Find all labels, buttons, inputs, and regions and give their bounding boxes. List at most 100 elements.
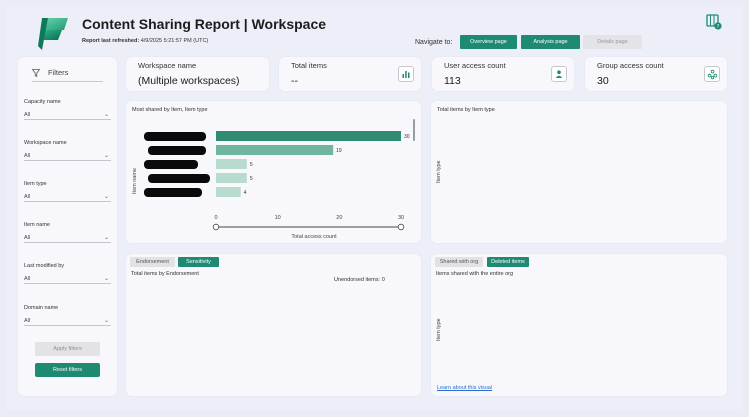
item-name-dropdown-value: All xyxy=(24,234,31,241)
item-name-filter-label: Item name xyxy=(24,222,50,228)
bar[interactable] xyxy=(216,187,241,197)
range-slider-left-handle[interactable] xyxy=(212,223,220,231)
items-by-type-card: Total items by Item type Item type xyxy=(431,101,727,243)
last-modified-filter: Last modified by All ⌄ xyxy=(24,263,111,284)
workspace-dropdown[interactable]: All ⌄ xyxy=(24,151,111,161)
chevron-down-icon: ⌄ xyxy=(103,235,109,241)
tab-endorsement[interactable]: Endorsement xyxy=(130,257,175,267)
filters-header: Filters xyxy=(32,68,68,77)
bar-value-label: 5 xyxy=(250,162,253,168)
org-card: Shared with org Deleted items Items shar… xyxy=(431,254,727,396)
workspace-filter-label: Workspace name xyxy=(24,140,67,146)
item-name-filter: Item name All ⌄ xyxy=(24,222,111,243)
bar[interactable] xyxy=(216,131,401,141)
redacted-item-name xyxy=(148,174,210,183)
redacted-item-name xyxy=(148,146,206,155)
overview-page-button[interactable]: Overview page xyxy=(460,35,517,49)
nav-label: Navigate to: xyxy=(415,39,453,46)
chart-scrollbar[interactable] xyxy=(413,119,415,141)
domain-filter: Domain name All ⌄ xyxy=(24,305,111,326)
x-tick-label: 30 xyxy=(398,215,404,221)
item-type-filter-label: Item type xyxy=(24,181,47,187)
learn-more-link[interactable]: Learn about this visual xyxy=(437,385,493,391)
tab-deleted-items[interactable]: Deleted items xyxy=(487,257,529,267)
capacity-filter: Capacity name All ⌄ xyxy=(24,99,111,120)
report-help-icon[interactable]: ? xyxy=(706,14,722,30)
refresh-info: Report last refreshed: 4/9/2025 5:21:57 … xyxy=(82,38,208,44)
workspace-card: Workspace name (Multiple workspaces) xyxy=(126,57,269,91)
workspace-card-value: (Multiple workspaces) xyxy=(138,75,240,87)
tab-sensitivity[interactable]: Sensitivity xyxy=(178,257,219,267)
domain-filter-label: Domain name xyxy=(24,305,59,311)
endorsement-title: Total items by Endorsement xyxy=(131,271,199,277)
most-shared-title: Most shared by Item, Item type xyxy=(132,107,208,113)
item-name-dropdown[interactable]: All ⌄ xyxy=(24,233,111,243)
filters-title: Filters xyxy=(48,68,69,77)
org-title: Items shared with the entire org xyxy=(436,271,514,277)
refresh-label: Report last refreshed: xyxy=(82,38,140,44)
bar[interactable] xyxy=(216,173,247,183)
page-title: Content Sharing Report | Workspace xyxy=(82,16,327,32)
workspace-dropdown-value: All xyxy=(24,152,31,159)
capacity-dropdown[interactable]: All ⌄ xyxy=(24,110,111,120)
bar[interactable] xyxy=(216,159,247,169)
total-items-value: -- xyxy=(291,75,298,87)
items-by-type-title: Total items by Item type xyxy=(437,107,495,113)
analysis-page-button[interactable]: Analysis page xyxy=(521,35,580,49)
last-modified-dropdown[interactable]: All ⌄ xyxy=(24,274,111,284)
group-icon[interactable] xyxy=(704,66,720,82)
unendorsed-note: Unendorsed items: 0 xyxy=(334,277,385,283)
capacity-dropdown-value: All xyxy=(24,111,31,118)
workspace-card-label: Workspace name xyxy=(138,61,197,70)
bar-value-label: 30 xyxy=(404,134,410,140)
user-access-card: User access count 113 xyxy=(432,57,574,91)
group-access-card: Group access count 30 xyxy=(585,57,727,91)
total-items-card: Total items -- xyxy=(279,57,421,91)
capacity-filter-label: Capacity name xyxy=(24,99,61,105)
apply-filters-button[interactable]: Apply filters xyxy=(35,342,100,356)
chevron-down-icon: ⌄ xyxy=(103,276,109,282)
group-access-label: Group access count xyxy=(597,61,664,70)
chevron-down-icon: ⌄ xyxy=(103,194,109,200)
chevron-down-icon: ⌄ xyxy=(103,112,109,118)
domain-dropdown-value: All xyxy=(24,317,31,324)
chevron-down-icon: ⌄ xyxy=(103,318,109,324)
item-type-dropdown-value: All xyxy=(24,193,31,200)
bar-chart-icon[interactable] xyxy=(398,66,414,82)
org-ylabel: Item type xyxy=(436,318,442,341)
filter-icon xyxy=(32,68,40,77)
user-access-value: 113 xyxy=(444,75,461,87)
fabric-logo-icon xyxy=(38,18,68,50)
redacted-item-name xyxy=(144,132,206,141)
chevron-down-icon: ⌄ xyxy=(103,153,109,159)
details-page-button[interactable]: Details page xyxy=(583,35,642,49)
x-tick-label: 10 xyxy=(275,215,281,221)
range-slider-right-handle[interactable] xyxy=(397,223,405,231)
workspace-filter: Workspace name All ⌄ xyxy=(24,140,111,161)
most-shared-xlabel: Total access count xyxy=(291,234,337,240)
most-shared-chart-card: Most shared by Item, Item type Item name… xyxy=(126,101,421,243)
reset-filters-button[interactable]: Reset filters xyxy=(35,363,100,377)
last-modified-dropdown-value: All xyxy=(24,275,31,282)
refresh-value: 4/9/2025 5:21:57 PM (UTC) xyxy=(140,38,209,44)
user-icon[interactable] xyxy=(551,66,567,82)
filters-panel: Filters Capacity name All ⌄ Workspace na… xyxy=(18,57,117,396)
items-by-type-ylabel: Item type xyxy=(436,160,442,183)
bar[interactable] xyxy=(216,145,334,155)
tab-shared-with-org[interactable]: Shared with org xyxy=(435,257,483,267)
redacted-item-name xyxy=(144,160,198,169)
most-shared-ylabel: Item name xyxy=(132,168,138,194)
most-shared-chart[interactable]: Item name 30 19 5 5 4 0 10 20 30 Total access c… xyxy=(126,101,421,243)
x-tick-label: 20 xyxy=(336,215,342,221)
bar-value-label: 5 xyxy=(250,176,253,182)
user-access-label: User access count xyxy=(444,61,506,70)
item-type-dropdown[interactable]: All ⌄ xyxy=(24,192,111,202)
filters-divider xyxy=(32,81,103,82)
group-access-value: 30 xyxy=(597,75,609,87)
domain-dropdown[interactable]: All ⌄ xyxy=(24,316,111,326)
total-items-label: Total items xyxy=(291,61,327,70)
last-modified-filter-label: Last modified by xyxy=(24,263,65,269)
item-type-filter: Item type All ⌄ xyxy=(24,181,111,202)
svg-text:?: ? xyxy=(717,24,720,30)
endorsement-card: Endorsement Sensitivity Total items by E… xyxy=(126,254,421,396)
